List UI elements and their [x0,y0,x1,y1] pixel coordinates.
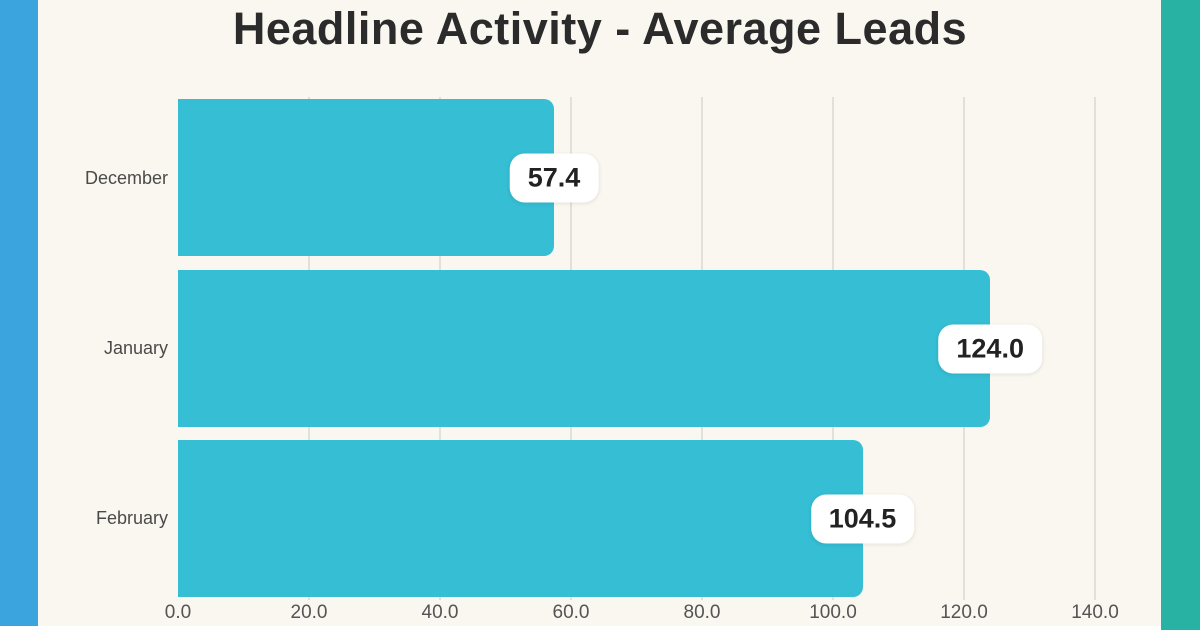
x-axis-tick-label: 80.0 [683,602,721,623]
category-label-february: February [95,508,168,528]
x-axis-tick-label: 40.0 [421,602,459,623]
bar-row-february: 104.5 [178,440,1161,597]
x-axis-tick-label: 20.0 [290,602,328,623]
x-axis-tick-label: 140.0 [1071,602,1119,623]
value-label-pill-january: 124.0 [938,324,1042,373]
gridline [1094,97,1096,600]
bar-row-january: 124.0 [178,270,1161,427]
bar-row-december: 57.4 [178,99,1161,256]
bar-chart-plot-area: 0.0 20.0 40.0 60.0 80.0 100.0 120.0 140.0 57.4 … [165,97,1161,623]
value-label-pill-february: 104.5 [810,494,915,543]
bar-december [178,99,554,256]
x-axis-tick-label: 60.0 [552,602,590,623]
left-accent-band [0,0,38,626]
x-axis-tick-label: 120.0 [940,602,988,623]
category-label-december: December [84,168,168,188]
value-label-pill-december: 57.4 [509,153,599,202]
chart-title: Headline Activity - Average Leads [232,3,968,54]
bar-february [178,440,863,597]
right-accent-band [1161,0,1200,630]
bar-january [178,270,991,427]
category-label-january: January [103,338,168,358]
x-axis-tick-label: 0.0 [164,602,192,623]
x-axis-tick-label: 100.0 [809,602,857,623]
